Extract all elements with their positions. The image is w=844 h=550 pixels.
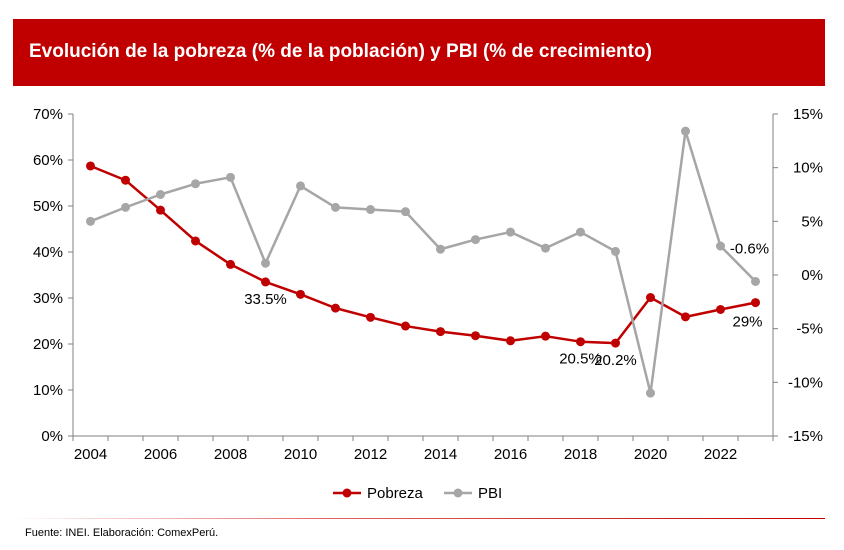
y-left-tick-label: 40% xyxy=(33,244,63,261)
y-right-tick-label: -10% xyxy=(788,374,823,391)
pbi-data-point xyxy=(716,241,725,251)
data-label: 20.5% xyxy=(559,351,602,368)
pbi-data-point xyxy=(296,181,305,191)
x-tick-label: 2018 xyxy=(564,446,597,463)
chart-header: Evolución de la pobreza (% de la poblaci… xyxy=(13,19,825,86)
pbi-data-point xyxy=(121,202,130,212)
pbi-data-point xyxy=(576,227,585,237)
pobreza-data-point xyxy=(401,321,410,331)
pbi-data-point xyxy=(401,207,410,217)
pbi-data-point xyxy=(191,179,200,189)
chart-legend: Pobreza PBI xyxy=(333,485,502,502)
pobreza-data-point xyxy=(611,338,620,348)
pbi-data-point xyxy=(681,126,690,136)
chart-series xyxy=(86,126,760,398)
pbi-data-point xyxy=(226,172,235,182)
pbi-data-point xyxy=(331,202,340,212)
data-label: 29% xyxy=(732,314,762,331)
pbi-data-point xyxy=(541,243,550,253)
chart-axes: 0% 10% 20% 30% 40% 50% 60% 70% -15% -10% -5% 0% 5% 10… xyxy=(33,106,823,463)
pobreza-data-point xyxy=(541,331,550,341)
pbi-data-point xyxy=(471,235,480,245)
pbi-data-point xyxy=(646,388,655,398)
y-right-tick-label: 0% xyxy=(801,267,823,284)
pbi-data-point xyxy=(436,244,445,254)
pbi-data-point xyxy=(506,227,515,237)
data-label: 33.5% xyxy=(244,291,287,308)
pobreza-data-point xyxy=(576,337,585,347)
y-right-tick-label: -15% xyxy=(788,428,823,445)
x-tick-label: 2010 xyxy=(284,446,317,463)
x-tick-label: 2014 xyxy=(424,446,457,463)
pobreza-data-point xyxy=(226,259,235,269)
source-note: Fuente: INEI. Elaboración: ComexPerú. xyxy=(25,527,219,539)
pbi-data-point xyxy=(86,216,95,226)
x-tick-label: 2022 xyxy=(704,446,737,463)
pbi-data-point xyxy=(366,205,375,215)
pbi-legend-marker xyxy=(453,488,463,498)
y-right-tick-label: 5% xyxy=(801,213,823,230)
y-left-tick-label: 50% xyxy=(33,198,63,215)
pobreza-data-point xyxy=(156,205,165,215)
y-left-tick-label: 60% xyxy=(33,152,63,169)
x-tick-label: 2020 xyxy=(634,446,667,463)
x-tick-label: 2006 xyxy=(144,446,177,463)
pobreza-data-point xyxy=(296,289,305,299)
y-right-tick-label: 15% xyxy=(793,106,823,123)
pobreza-data-point xyxy=(506,336,515,346)
y-left-tick-label: 30% xyxy=(33,290,63,307)
y-left-tick-label: 70% xyxy=(33,106,63,123)
pobreza-series-line xyxy=(90,164,756,345)
pbi-data-point xyxy=(261,258,270,268)
pobreza-data-point xyxy=(191,236,200,246)
pbi-data-point xyxy=(156,190,165,199)
pbi-legend-label: PBI xyxy=(478,485,502,502)
pobreza-legend-label: Pobreza xyxy=(367,485,424,502)
chart-title: Evolución de la pobreza (% de la poblaci… xyxy=(29,41,652,62)
pobreza-data-point xyxy=(471,331,480,341)
pbi-series-line xyxy=(90,129,757,395)
x-tick-label: 2004 xyxy=(74,446,107,463)
y-right-tick-label: 10% xyxy=(793,160,823,177)
pbi-data-point xyxy=(751,276,760,286)
y-left-tick-label: 20% xyxy=(33,336,63,353)
pobreza-data-point xyxy=(716,305,725,314)
chart-annotations: 33.5% 20.5%20.2% 29% -0.6% xyxy=(244,240,769,369)
pobreza-data-point xyxy=(436,327,445,337)
y-left-tick-label: 10% xyxy=(33,382,63,399)
pobreza-data-point xyxy=(366,312,375,322)
pobreza-data-point xyxy=(261,277,270,287)
footer-divider xyxy=(13,518,825,519)
x-tick-label: 2008 xyxy=(214,446,247,463)
pobreza-data-point xyxy=(86,161,95,171)
data-label: -0.6% xyxy=(730,240,769,257)
pobreza-data-point xyxy=(751,298,760,308)
data-label: 20.2% xyxy=(594,352,637,369)
pobreza-data-point xyxy=(646,293,655,303)
x-tick-label: 2012 xyxy=(354,446,387,463)
pbi-data-point xyxy=(611,246,620,256)
y-left-tick-label: 0% xyxy=(41,428,63,445)
y-right-tick-label: -5% xyxy=(796,321,823,338)
pobreza-data-point xyxy=(681,312,690,322)
pobreza-data-point xyxy=(331,303,340,313)
x-tick-label: 2016 xyxy=(494,446,527,463)
pobreza-data-point xyxy=(121,175,130,185)
pobreza-legend-marker xyxy=(342,488,352,498)
